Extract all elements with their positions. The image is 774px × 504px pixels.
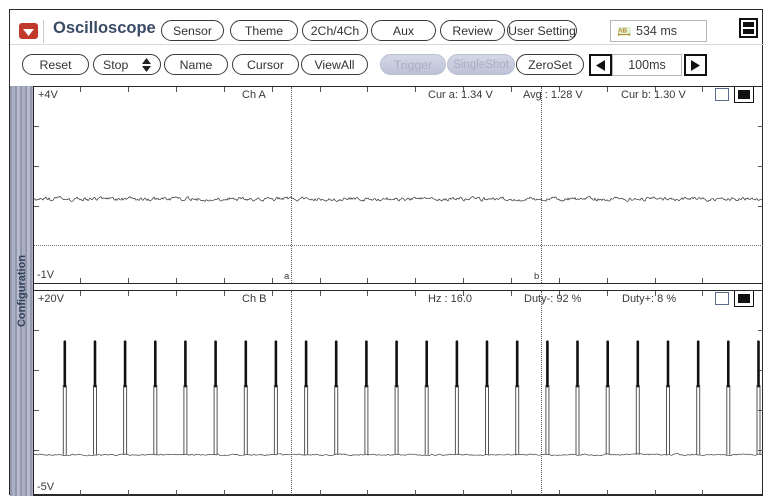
svg-text:AB: AB xyxy=(618,27,628,34)
